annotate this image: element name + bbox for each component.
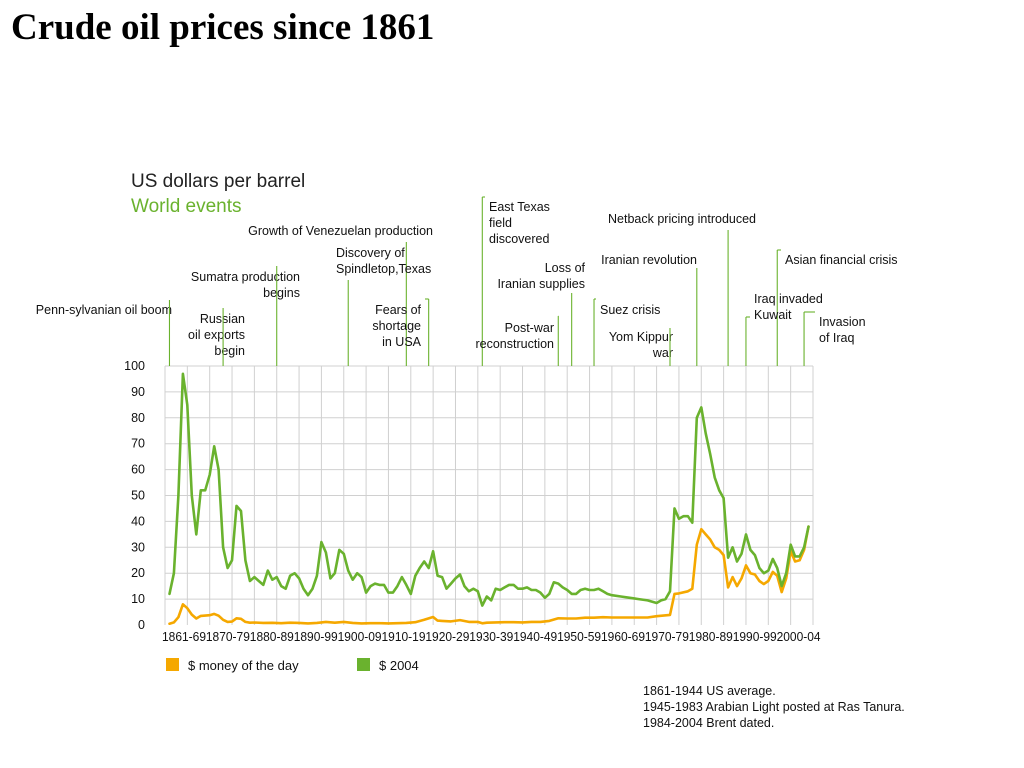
event-label: Russian	[200, 312, 245, 326]
event-label: Iranian revolution	[601, 253, 697, 267]
event-label: Suez crisis	[600, 303, 660, 317]
series-lines	[168, 372, 810, 625]
event-label: Fears of	[375, 303, 421, 317]
y-tick-label: 30	[131, 540, 145, 554]
event-label: in USA	[382, 335, 422, 349]
event-label: Discovery of	[336, 246, 405, 260]
x-tick-label: 1890-99	[294, 630, 338, 644]
event-label: Yom Kippur	[609, 330, 673, 344]
event-label: discovered	[489, 232, 549, 246]
event-label: Asian financial crisis	[785, 253, 898, 267]
event-label: begin	[214, 344, 245, 358]
unit-label: US dollars per barrel	[131, 171, 305, 192]
event-label: shortage	[372, 319, 421, 333]
y-tick-label: 0	[138, 618, 145, 632]
y-tick-label: 20	[131, 566, 145, 580]
y-tick-label: 70	[131, 437, 145, 451]
x-tick-label: 1910-19	[382, 630, 426, 644]
grid	[164, 365, 814, 625]
event-label: reconstruction	[475, 337, 554, 351]
y-tick-label: 50	[131, 489, 145, 503]
event-label: oil exports	[188, 328, 245, 342]
x-tick-label: 1880-89	[250, 630, 294, 644]
y-tick-label: 40	[131, 514, 145, 528]
x-tick-label: 1940-49	[513, 630, 557, 644]
x-tick-label: 1870-79	[206, 630, 250, 644]
legend-swatch-1	[166, 658, 179, 671]
event-label: Sumatra production	[191, 270, 300, 284]
y-tick-label: 60	[131, 463, 145, 477]
legend-label-2: $ 2004	[379, 658, 419, 673]
x-tick-label: 1930-39	[469, 630, 513, 644]
x-tick-label: 1970-79	[645, 630, 689, 644]
event-label: Netback pricing introduced	[608, 212, 756, 226]
event-label: of Iraq	[819, 331, 854, 345]
legend-swatch-2	[357, 658, 370, 671]
event-label: Kuwait	[754, 308, 792, 322]
source-note: 1945-1983 Arabian Light posted at Ras Ta…	[643, 700, 905, 714]
event-label: war	[652, 346, 673, 360]
source-note: 1861-1944 US average.	[643, 684, 776, 698]
series-line-2	[168, 372, 810, 607]
event-label: Invasion	[819, 315, 866, 329]
event-label: Penn-sylvanian oil boom	[36, 303, 172, 317]
world-events: Penn-sylvanian oil boom Russian oil export…	[36, 196, 898, 366]
x-tick-label: 1980-89	[689, 630, 733, 644]
x-axis-ticks: 1861-69 1870-79 1880-89 1890-99 1900-09 1910-…	[162, 630, 821, 644]
series-line-1	[168, 525, 810, 625]
event-label: East Texas	[489, 200, 550, 214]
legend: $ money of the day $ 2004	[166, 658, 419, 673]
event-label: Iranian supplies	[497, 277, 585, 291]
x-tick-label: 1950-59	[557, 630, 601, 644]
legend-label-1: $ money of the day	[188, 658, 299, 673]
event-label: begins	[263, 286, 300, 300]
y-tick-label: 90	[131, 385, 145, 399]
event-label: Post-war	[505, 321, 554, 335]
x-tick-label: 1920-29	[425, 630, 469, 644]
source-note: 1984-2004 Brent dated.	[643, 716, 774, 730]
y-tick-label: 10	[131, 592, 145, 606]
event-label: Growth of Venezuelan production	[248, 224, 433, 238]
event-label: Loss of	[545, 261, 586, 275]
source-notes: 1861-1944 US average. 1945-1983 Arabian L…	[643, 684, 905, 730]
event-label: Iraq invaded	[754, 292, 823, 306]
event-label: Spindletop,Texas	[336, 262, 431, 276]
world-events-label: World events	[131, 196, 242, 217]
y-tick-label: 80	[131, 411, 145, 425]
slide-title: Crude oil prices since 1861	[11, 7, 435, 48]
y-tick-label: 100	[124, 359, 145, 373]
x-tick-label: 1990-99	[733, 630, 777, 644]
x-tick-label: 1861-69	[162, 630, 206, 644]
event-label: field	[489, 216, 512, 230]
x-tick-label: 1900-09	[338, 630, 382, 644]
x-tick-label: 2000-04	[777, 630, 821, 644]
x-tick-label: 1960-69	[601, 630, 645, 644]
